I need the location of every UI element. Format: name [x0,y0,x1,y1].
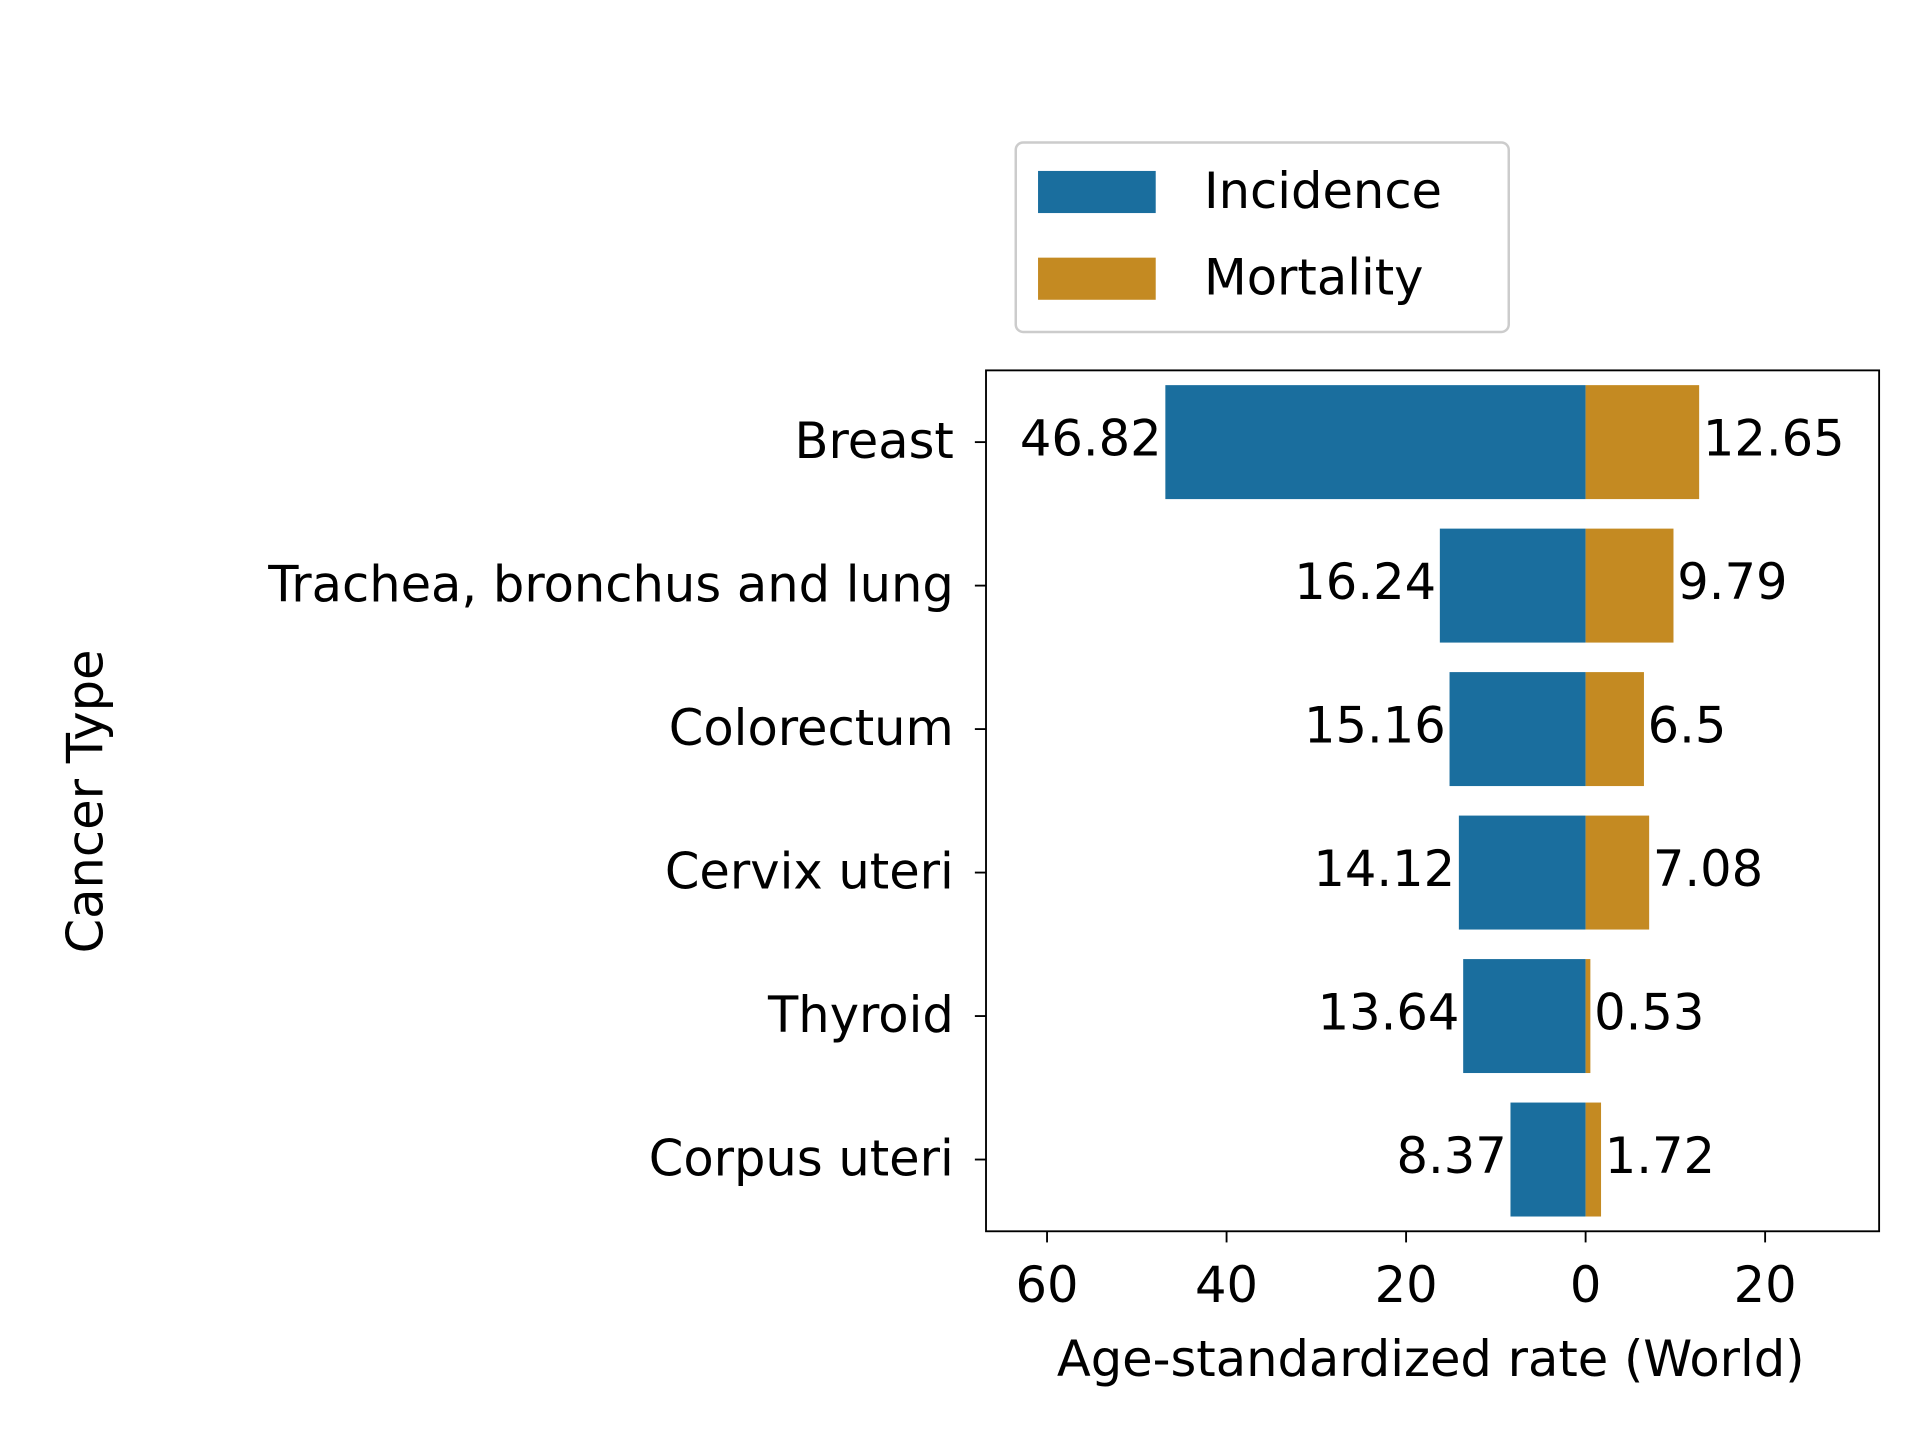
data-label: 16.24 [1294,553,1436,611]
x-tick-label: 40 [1195,1256,1258,1314]
legend-label: Incidence [1204,162,1442,220]
bar [1585,385,1700,500]
y-tick-label: Cervix uteri [665,843,954,901]
bar [1439,528,1586,643]
data-label: 8.37 [1396,1127,1506,1185]
x-tick-label: 60 [1016,1256,1079,1314]
legend-swatch [1038,257,1156,300]
data-label: 7.08 [1653,840,1763,898]
bar [1585,1102,1602,1217]
bar [1585,672,1644,787]
y-tick-label: Colorectum [669,699,954,757]
data-label: 13.64 [1318,984,1460,1042]
bar [1449,672,1586,787]
plot-frame [985,369,1881,1233]
data-label: 12.65 [1703,410,1845,468]
bar [1585,959,1591,1074]
y-tick-label: Thyroid [767,986,954,1044]
data-label: 1.72 [1605,1127,1715,1185]
bar [1585,815,1650,930]
x-axis-label: Age-standardized rate (World) [1057,1330,1805,1388]
x-tick-label: 20 [1734,1256,1797,1314]
y-tick-label: Breast [794,412,953,470]
bar [1585,528,1674,643]
x-tick-label: 20 [1375,1256,1438,1314]
data-label: 9.79 [1677,553,1787,611]
data-label: 46.82 [1020,410,1162,468]
bar [1458,815,1586,930]
legend-label: Mortality [1204,249,1423,307]
y-axis-label: Cancer Type [57,649,115,953]
y-tick-label: Trachea, bronchus and lung [267,556,954,614]
data-label: 0.53 [1594,984,1704,1042]
x-tick-label: 0 [1570,1256,1602,1314]
bar [1165,385,1586,500]
data-label: 6.5 [1648,697,1727,755]
bar [1463,959,1586,1074]
bar [1510,1102,1586,1217]
legend-swatch [1038,170,1156,214]
data-label: 14.12 [1313,840,1455,898]
data-label: 15.16 [1304,697,1446,755]
y-tick-label: Corpus uteri [649,1130,954,1188]
